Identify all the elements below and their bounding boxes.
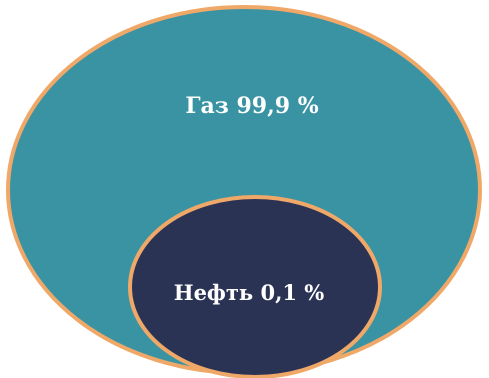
oil-label: Нефть 0,1 % bbox=[174, 280, 325, 305]
gas-label: Газ 99,9 % bbox=[185, 93, 318, 119]
inner-ellipse-oil bbox=[128, 195, 382, 378]
